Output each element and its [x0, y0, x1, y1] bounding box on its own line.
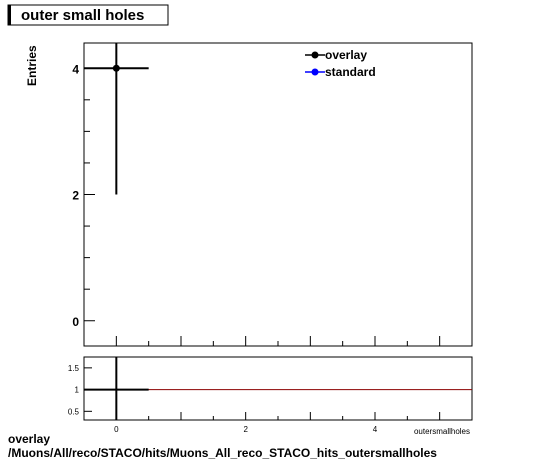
footer-line-2: /Muons/All/reco/STACO/hits/Muons_All_rec… — [8, 446, 437, 460]
main-axis-ticks: 0 2 4 — [72, 62, 473, 346]
legend-overlay-label: overlay — [325, 48, 367, 62]
y-tick-label: 0 — [72, 315, 79, 329]
x-axis-label: outersmallholes — [414, 427, 470, 436]
title-box: outer small holes — [7, 4, 169, 26]
ratio-axis-ticks: 0.5 1 1.5 0 2 4 — [68, 364, 473, 434]
y-tick-label: 4 — [72, 62, 79, 76]
main-data-marks — [84, 43, 149, 195]
ratio-plot-frame — [83, 356, 473, 421]
y-axis-label: Entries — [25, 45, 39, 86]
legend: overlay standard — [305, 48, 376, 79]
legend-standard-label: standard — [325, 65, 376, 79]
ratio-data-marks — [84, 357, 472, 420]
ratio-y-tick-label: 1.5 — [68, 364, 80, 373]
chart-title: outer small holes — [21, 7, 144, 24]
ratio-y-tick-label: 0.5 — [68, 407, 80, 416]
data-point — [112, 64, 120, 72]
y-tick-label: 2 — [72, 189, 79, 203]
legend-standard-marker — [311, 68, 319, 76]
legend-overlay-marker — [311, 51, 319, 59]
ratio-y-tick-label: 1 — [75, 386, 80, 395]
x-tick-label: 0 — [114, 425, 119, 434]
footer-line-1: overlay — [8, 432, 51, 446]
x-tick-label: 2 — [243, 425, 248, 434]
x-tick-label: 4 — [373, 425, 378, 434]
main-plot-frame — [83, 42, 473, 347]
